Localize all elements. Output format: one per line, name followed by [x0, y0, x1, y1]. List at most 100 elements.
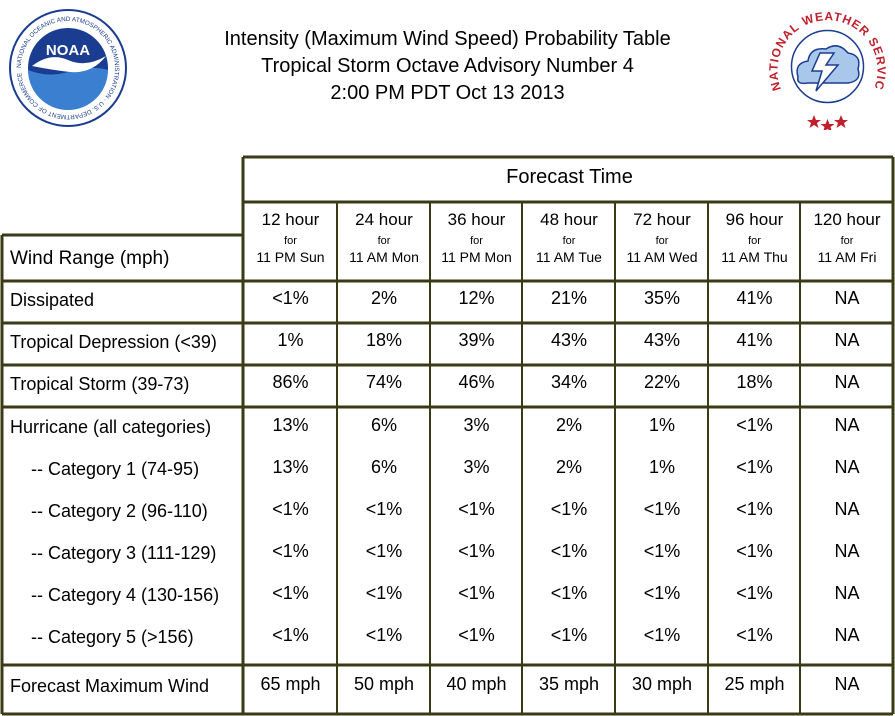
column-hour-label: 36 hour — [447, 210, 506, 229]
wind-range-header: Wind Range (mph) — [10, 248, 170, 269]
column-when-label: 11 PM Sun — [256, 249, 325, 265]
noaa-logo: NATIONAL OCEANIC AND ATMOSPHERIC ADMINIS… — [9, 9, 127, 127]
table-cell: <1% — [736, 541, 773, 561]
table-cell: 30 mph — [631, 674, 693, 694]
row-label: Tropical Storm (39-73) — [10, 374, 190, 394]
nws-logo: NATIONAL WEATHER SERVICE — [764, 3, 890, 130]
table-cell: 40 mph — [446, 674, 507, 694]
row-label: -- Category 4 (130-156) — [31, 585, 220, 605]
column-hour-label: 12 hour — [261, 210, 320, 229]
table-cell: 12% — [458, 288, 495, 308]
table-cell: 74% — [365, 372, 403, 392]
table-cell: <1% — [643, 583, 681, 603]
table-cell: <1% — [736, 457, 773, 477]
table-cell: <1% — [643, 625, 681, 645]
table-cell: 6% — [370, 457, 397, 477]
table-cell: 39% — [458, 330, 495, 350]
table-cell: 50 mph — [353, 674, 415, 694]
row-label: Dissipated — [10, 290, 95, 310]
table-cell: <1% — [550, 625, 588, 645]
column-hour-label: 120 hour — [813, 210, 881, 229]
row-label: -- Category 1 (74-95) — [31, 459, 200, 479]
table-cell: <1% — [272, 625, 309, 645]
table-cell: NA — [834, 625, 860, 645]
column-hour-label: 96 hour — [725, 210, 784, 229]
table-cell: <1% — [272, 541, 309, 561]
table-cell: <1% — [365, 625, 403, 645]
column-when-label: 11 PM Mon — [441, 249, 512, 265]
table-cell: <1% — [550, 541, 588, 561]
table-cell: <1% — [736, 625, 773, 645]
row-label: -- Category 5 (>156) — [31, 627, 194, 647]
table-cell: <1% — [272, 499, 309, 519]
title-line-3: 2:00 PM PDT Oct 13 2013 — [330, 82, 565, 104]
table-cell: 21% — [550, 288, 588, 308]
table-cell: <1% — [272, 288, 309, 308]
column-when-label: 11 AM Thu — [721, 249, 788, 265]
table-cell: 35 mph — [538, 674, 600, 694]
table-cell: 3% — [463, 415, 490, 435]
table-cell: 86% — [272, 372, 309, 392]
column-hour-label: 24 hour — [355, 210, 413, 229]
table-cell: <1% — [458, 583, 495, 603]
row-label: -- Category 2 (96-110) — [31, 501, 208, 521]
row-label: Tropical Depression (<39) — [10, 332, 217, 352]
table-cell: <1% — [550, 499, 588, 519]
table-cell: <1% — [365, 583, 403, 603]
table-cell: 1% — [277, 330, 304, 350]
column-for-label: for — [562, 235, 576, 247]
column-for-label: for — [840, 235, 854, 247]
table-cell: 65 mph — [260, 674, 321, 694]
column-for-label: for — [748, 235, 761, 247]
column-when-label: 11 AM Tue — [536, 249, 602, 265]
column-when-label: 11 AM Mon — [349, 249, 419, 265]
column-for-label: for — [284, 235, 297, 247]
table-cell: <1% — [736, 499, 773, 519]
table-cell: NA — [834, 372, 860, 392]
table-cell: 2% — [555, 457, 582, 477]
column-for-label: for — [377, 235, 391, 247]
table-cell: 22% — [643, 372, 681, 392]
table-cell: NA — [834, 499, 860, 519]
title-block: Intensity (Maximum Wind Speed) Probabili… — [150, 26, 745, 107]
table-cell: <1% — [458, 625, 495, 645]
row-label: -- Category 3 (111-129) — [31, 543, 217, 563]
column-hour-label: 72 hour — [633, 210, 691, 229]
table-cell: 18% — [365, 330, 403, 350]
table-cell: 46% — [458, 372, 495, 392]
title-line-1: Intensity (Maximum Wind Speed) Probabili… — [224, 28, 671, 50]
table-cell: <1% — [458, 541, 495, 561]
table-cell: <1% — [458, 499, 495, 519]
table-cell: 13% — [272, 457, 309, 477]
table-cell: NA — [834, 541, 860, 561]
table-cell: NA — [834, 583, 860, 603]
table-cell: <1% — [736, 583, 773, 603]
table-cell: <1% — [365, 499, 403, 519]
forecast-time-header: Forecast Time — [506, 166, 633, 188]
table-cell: 41% — [736, 330, 773, 350]
table-cell: NA — [834, 415, 860, 435]
table-cell: NA — [834, 288, 860, 308]
table-cell: 18% — [736, 372, 773, 392]
column-for-label: for — [655, 235, 669, 247]
table-cell: <1% — [272, 583, 309, 603]
column-when-label: 11 AM Fri — [817, 249, 877, 265]
table-cell: 25 mph — [724, 674, 785, 694]
table-cell: <1% — [736, 415, 773, 435]
table-cell: 2% — [370, 288, 397, 308]
table-cell: 41% — [736, 288, 773, 308]
row-label: Forecast Maximum Wind — [10, 676, 210, 696]
table-cell: 13% — [272, 415, 309, 435]
table-cell: 3% — [463, 457, 490, 477]
table-cell: 43% — [550, 330, 588, 350]
table-cell: NA — [834, 674, 860, 694]
column-when-label: 11 AM Wed — [626, 249, 698, 265]
table-cell: <1% — [550, 583, 588, 603]
table-cell: 35% — [643, 288, 681, 308]
title-line-2: Tropical Storm Octave Advisory Number 4 — [261, 55, 634, 77]
table-cell: 2% — [555, 415, 582, 435]
table-cell: <1% — [643, 499, 681, 519]
row-label: Hurricane (all categories) — [10, 417, 212, 437]
table-cell: 34% — [550, 372, 588, 392]
